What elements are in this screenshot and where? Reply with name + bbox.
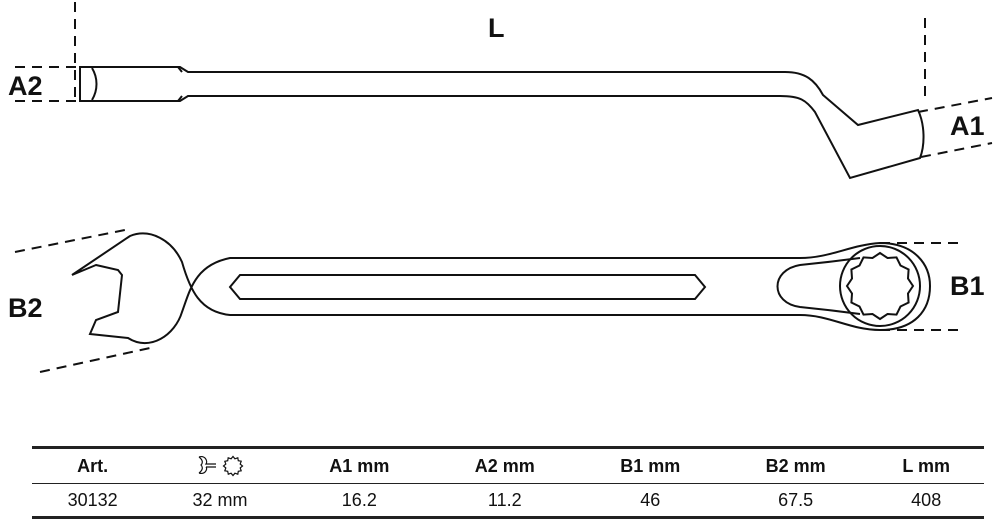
spec-table: Art. A1 mm A2 mm B1 mm B2 mm L mm 30132 … (32, 446, 984, 519)
label-B2: B2 (8, 293, 43, 323)
cell-a1: 16.2 (286, 483, 433, 519)
header-a1: A1 mm (286, 446, 433, 484)
cell-a2: 11.2 (432, 483, 578, 519)
wrench-technical-drawing: L A2 A1 B2 B1 (8, 2, 993, 373)
cell-art: 30132 (32, 483, 154, 519)
12-point-ring-icon (222, 455, 244, 477)
wrench-side-view (79, 66, 925, 180)
dimension-lines-front (14, 229, 965, 373)
cell-b2: 67.5 (722, 483, 869, 519)
wrench-front-view (71, 232, 932, 345)
header-a2: A2 mm (432, 446, 578, 484)
header-art: Art. (32, 446, 154, 484)
label-A1: A1 (950, 111, 985, 141)
header-size (153, 446, 287, 484)
open-end-wrench-icon (198, 456, 216, 475)
cell-b1: 46 (577, 483, 723, 519)
table-row: 30132 32 mm 16.2 11.2 46 67.5 408 (32, 483, 984, 519)
header-b2: B2 mm (722, 446, 869, 484)
cell-size: 32 mm (153, 483, 287, 519)
label-A2: A2 (8, 71, 43, 101)
label-L: L (488, 13, 505, 43)
cell-l: 408 (868, 483, 984, 519)
dimension-lines-side (15, 2, 993, 158)
header-l: L mm (868, 446, 984, 484)
header-b1: B1 mm (577, 446, 723, 484)
label-B1: B1 (950, 271, 985, 301)
table-header-row: Art. A1 mm A2 mm B1 mm B2 mm L mm (32, 446, 984, 484)
